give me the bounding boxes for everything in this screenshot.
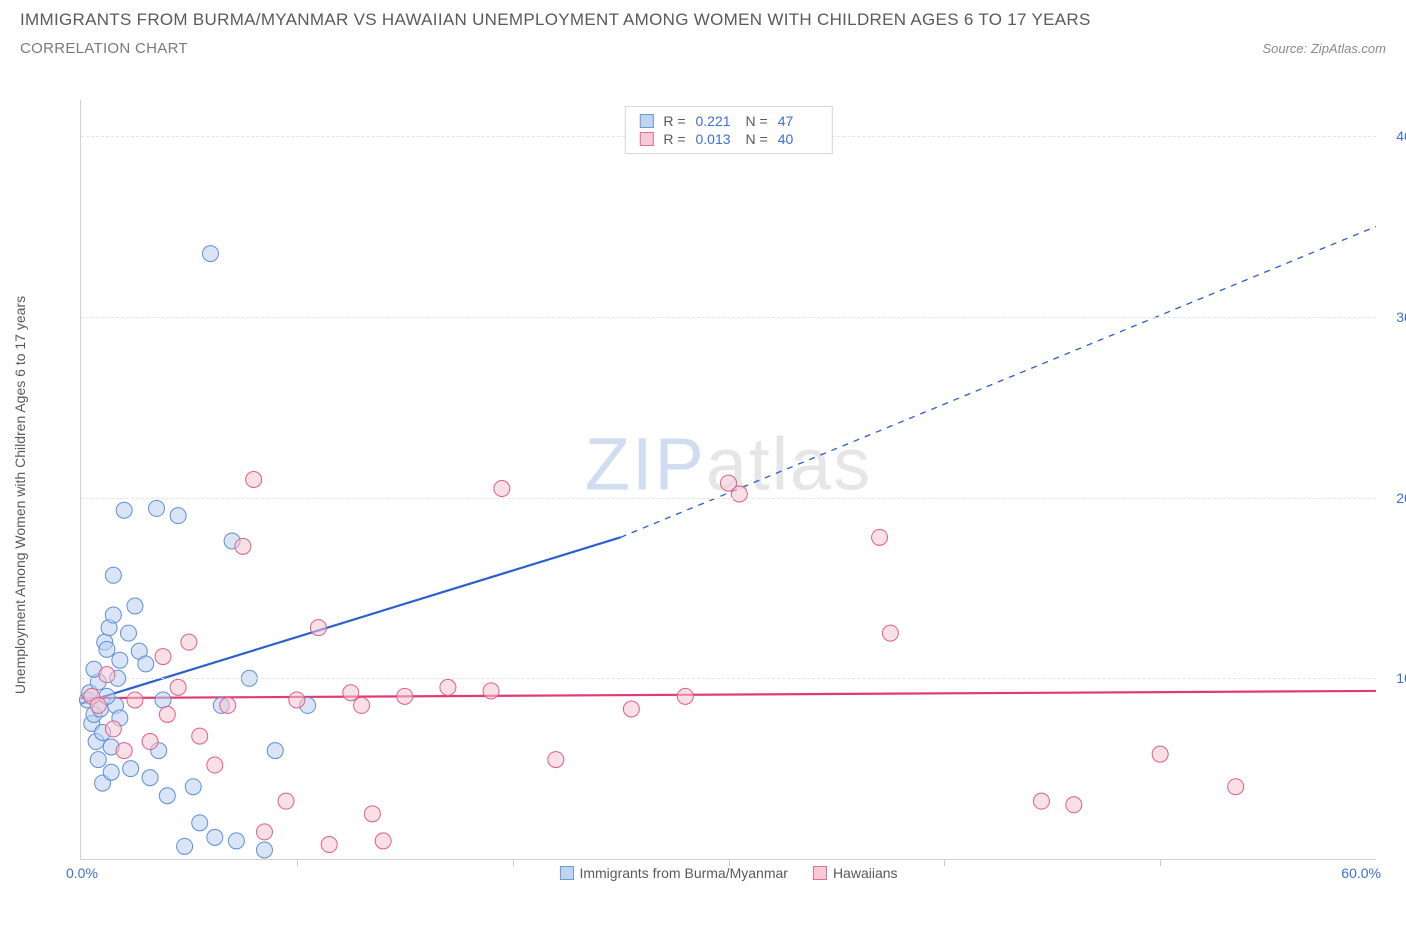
legend-swatch-1-icon [559,866,573,880]
x-axis-max-label: 60.0% [1341,865,1381,881]
y-tick-label: 10.0% [1381,670,1406,686]
chart-subtitle: CORRELATION CHART [20,40,188,57]
legend-swatch-2-icon [813,866,827,880]
plot-area: ZIPatlas R = 0.221 N = 47 R = 0.013 N = … [80,100,1376,860]
y-tick-label: 20.0% [1381,490,1406,506]
correlation-legend: R = 0.221 N = 47 R = 0.013 N = 40 [624,106,832,154]
legend-row-series-2: R = 0.013 N = 40 [639,130,817,148]
y-tick-label: 40.0% [1381,128,1406,144]
chart-container: Unemployment Among Women with Children A… [20,90,1386,900]
legend-label-1: Immigrants from Burma/Myanmar [579,865,787,881]
legend-swatch-2 [639,132,653,146]
chart-title: IMMIGRANTS FROM BURMA/MYANMAR VS HAWAIIA… [20,10,1386,30]
plot-svg [81,100,1376,859]
source-citation: Source: ZipAtlas.com [1262,41,1386,56]
y-tick-label: 30.0% [1381,309,1406,325]
legend-row-series-1: R = 0.221 N = 47 [639,112,817,130]
legend-label-2: Hawaiians [833,865,898,881]
x-axis-min-label: 0.0% [66,865,98,881]
legend-swatch-1 [639,114,653,128]
series-legend: Immigrants from Burma/Myanmar Hawaiians [559,865,897,881]
legend-item-series-2: Hawaiians [813,865,898,881]
legend-item-series-1: Immigrants from Burma/Myanmar [559,865,787,881]
